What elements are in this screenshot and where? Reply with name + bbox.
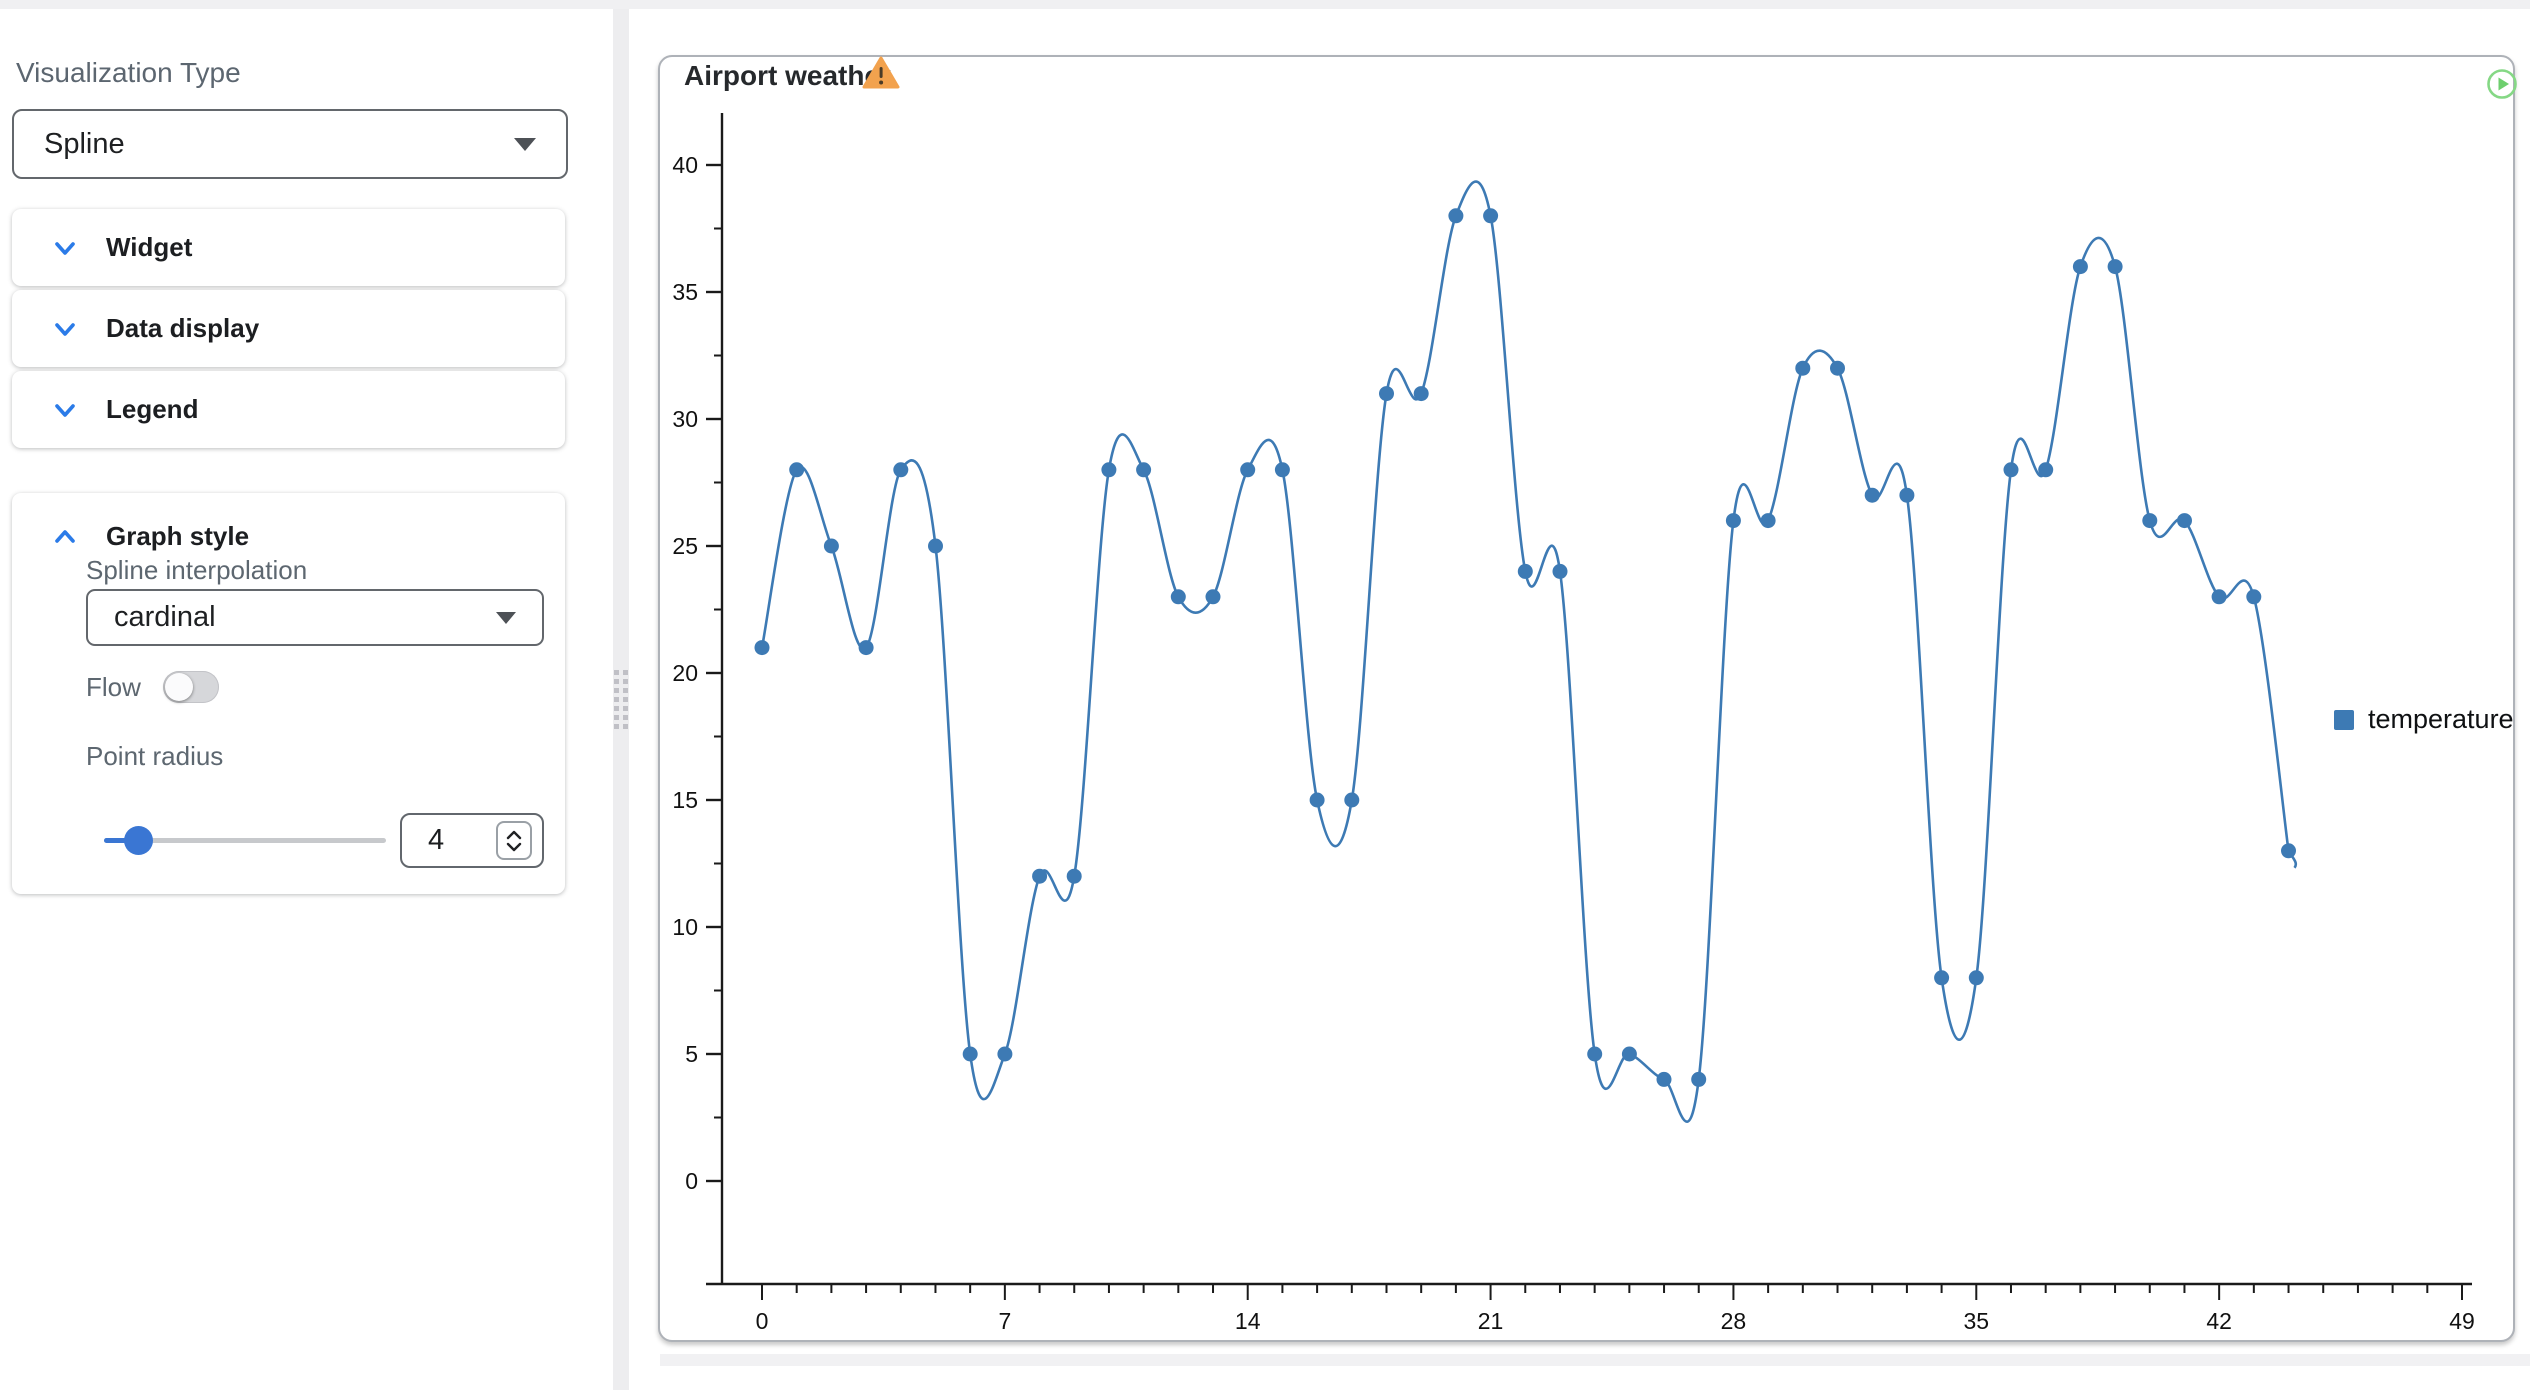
svg-text:21: 21 [1478, 1308, 1504, 1334]
section-widget-label: Widget [106, 232, 193, 262]
svg-text:10: 10 [672, 914, 698, 940]
play-icon[interactable] [2486, 68, 2518, 100]
svg-text:20: 20 [672, 660, 698, 686]
svg-text:35: 35 [1963, 1308, 1989, 1334]
chart-legend[interactable]: temperature [2334, 704, 2514, 735]
svg-text:42: 42 [2206, 1308, 2232, 1334]
flow-toggle[interactable] [162, 671, 219, 703]
visualization-type-select[interactable]: Spline [12, 109, 568, 179]
warning-icon[interactable] [862, 56, 900, 90]
top-scroll-gutter [0, 0, 2530, 9]
flow-label: Flow [86, 671, 141, 702]
chevron-down-icon [496, 611, 516, 624]
toggle-knob [164, 673, 193, 701]
point-radius-number-box [400, 813, 544, 868]
spline-interpolation-label: Spline interpolation [86, 555, 308, 585]
point-radius-slider-thumb[interactable] [124, 826, 153, 855]
svg-text:0: 0 [756, 1308, 769, 1334]
svg-text:14: 14 [1235, 1308, 1261, 1334]
spline-interpolation-value: cardinal [114, 601, 216, 633]
point-radius-slider-track[interactable] [104, 838, 386, 843]
stepper-up-icon[interactable] [506, 829, 522, 841]
point-radius-input[interactable] [402, 824, 472, 857]
section-legend-label: Legend [106, 394, 199, 424]
section-graph-style-header[interactable]: Graph style [50, 521, 249, 552]
chevron-down-icon [55, 403, 75, 417]
spline-chart[interactable]: 0 5 10 15 20 25 30 35 40 0 7 14 21 28 35 42 49 [658, 55, 2515, 1342]
visualization-type-value: Spline [44, 127, 125, 160]
section-widget[interactable]: Widget [12, 209, 565, 286]
section-legend[interactable]: Legend [12, 371, 565, 448]
legend-label: temperature [2368, 704, 2514, 734]
section-data-display[interactable]: Data display [12, 290, 565, 367]
stepper-down-icon[interactable] [506, 841, 522, 853]
point-radius-label: Point radius [86, 741, 224, 771]
number-stepper[interactable] [496, 821, 532, 860]
svg-text:5: 5 [685, 1041, 698, 1067]
settings-sidebar: Visualization Type Spline Widget Data di… [0, 9, 613, 1390]
svg-text:30: 30 [672, 406, 698, 432]
section-graph-style: Graph style [12, 493, 565, 894]
widget-card [658, 55, 2515, 1342]
svg-text:25: 25 [672, 533, 698, 559]
panel-resizer[interactable] [613, 9, 629, 1390]
spline-interpolation-select[interactable]: cardinal [86, 589, 544, 646]
visualization-type-label: Visualization Type [16, 57, 241, 88]
svg-text:28: 28 [1721, 1308, 1747, 1334]
chevron-down-icon [55, 241, 75, 255]
chevron-up-icon [55, 529, 75, 543]
widget-title: Airport weather [684, 60, 891, 91]
section-graph-style-label: Graph style [106, 521, 250, 551]
svg-text:49: 49 [2449, 1308, 2475, 1334]
drag-handle-icon[interactable] [613, 670, 629, 729]
svg-text:7: 7 [998, 1308, 1011, 1334]
section-data-display-label: Data display [106, 313, 260, 343]
chevron-down-icon [55, 322, 75, 336]
point-radius-slider-fill [104, 838, 140, 843]
svg-text:35: 35 [672, 279, 698, 305]
svg-text:40: 40 [672, 152, 698, 178]
legend-swatch [2334, 709, 2354, 730]
svg-text:0: 0 [685, 1168, 698, 1194]
bottom-scroll-gutter [660, 1354, 2530, 1366]
chevron-down-icon [514, 137, 536, 151]
svg-text:15: 15 [672, 787, 698, 813]
